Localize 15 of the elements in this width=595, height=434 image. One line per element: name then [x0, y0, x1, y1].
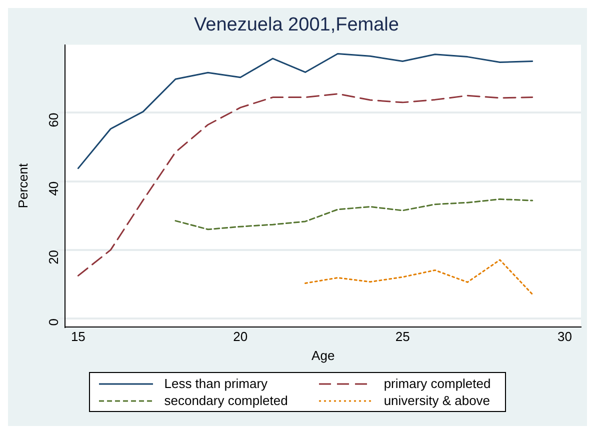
x-tick-label: 30 — [558, 329, 572, 344]
chart-title: Venezuela 2001,Female — [194, 14, 399, 36]
legend-label: primary completed — [384, 376, 491, 391]
y-axis-title: Percent — [15, 163, 30, 208]
legend-label: secondary completed — [164, 393, 288, 408]
y-tick-label: 20 — [46, 250, 61, 264]
legend-label: Less than primary — [164, 376, 268, 391]
x-tick-label: 15 — [70, 329, 86, 344]
x-axis-title: Age — [312, 348, 335, 363]
y-tick-label: 60 — [46, 112, 61, 128]
x-tick-label: 20 — [233, 329, 248, 344]
y-tick-label: 0 — [46, 318, 61, 326]
x-tick-label: 25 — [395, 329, 410, 344]
legend-label: university & above — [384, 393, 490, 408]
y-tick-label: 40 — [46, 181, 61, 196]
